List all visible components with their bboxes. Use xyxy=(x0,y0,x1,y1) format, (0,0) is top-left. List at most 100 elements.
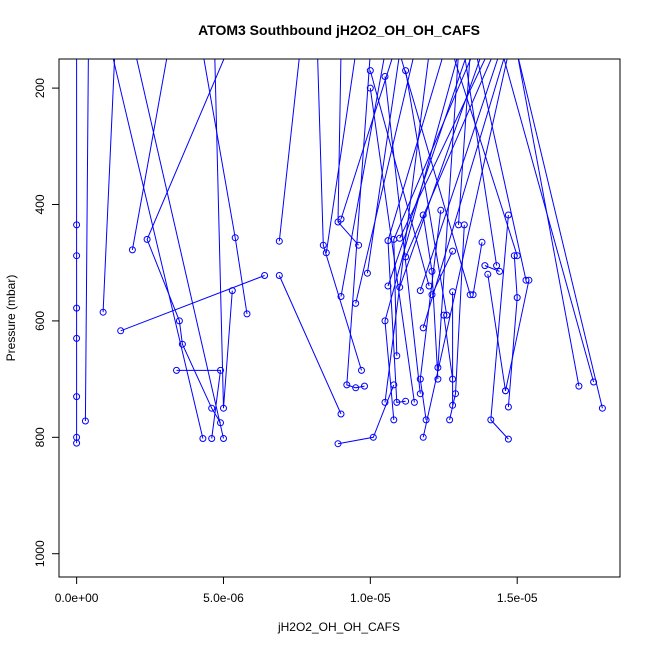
data-point-15-2 xyxy=(390,381,398,389)
series-line-24 xyxy=(384,59,458,420)
data-point-42-2 xyxy=(504,435,512,443)
series-line-8 xyxy=(203,59,248,314)
series-line-49 xyxy=(476,59,527,281)
series-line-3 xyxy=(131,59,168,250)
data-point-38-2 xyxy=(446,416,454,424)
data-point-43-0 xyxy=(510,252,518,260)
data-point-4-4 xyxy=(208,404,216,412)
data-point-28-1 xyxy=(396,234,404,242)
series-line-44 xyxy=(505,280,530,391)
series-line-48 xyxy=(464,59,498,266)
data-point-24-1 xyxy=(381,317,389,325)
series-line-27 xyxy=(399,59,481,288)
series-line-23 xyxy=(387,59,443,403)
data-point-3-1 xyxy=(128,246,136,254)
data-point-8-2 xyxy=(243,310,251,318)
data-point-19-1 xyxy=(337,215,345,223)
series-line-56 xyxy=(437,59,459,368)
series-line-39 xyxy=(472,242,483,295)
data-point-41-0 xyxy=(484,270,492,278)
data-point-38-1 xyxy=(452,390,459,398)
series-line-43 xyxy=(507,255,518,408)
series-line-36 xyxy=(443,315,454,380)
series-line-55 xyxy=(400,59,471,295)
data-point-33-2 xyxy=(434,375,442,383)
series-line-2 xyxy=(102,59,116,313)
data-point-30-1 xyxy=(416,287,424,295)
series-line-54 xyxy=(405,70,448,316)
series-line-18 xyxy=(340,59,385,297)
series-line-4 xyxy=(146,59,225,424)
data-point-15-0 xyxy=(334,440,342,448)
data-point-42-0 xyxy=(504,211,512,219)
series-lines xyxy=(76,59,603,445)
series-line-12 xyxy=(278,275,342,415)
series-line-38 xyxy=(449,224,465,421)
data-point-16-1 xyxy=(322,249,330,257)
series-line-25 xyxy=(387,59,466,287)
data-point-37-0 xyxy=(449,288,457,296)
data-point-33-1 xyxy=(428,267,436,275)
x-axis-label: jH2O2_OH_OH_CAFS xyxy=(277,620,400,634)
data-point-4-2 xyxy=(175,317,183,325)
series-line-31 xyxy=(422,59,505,329)
series-line-28 xyxy=(399,59,486,239)
data-point-56-1 xyxy=(434,364,442,371)
data-point-33-0 xyxy=(419,211,427,219)
data-point-23-2 xyxy=(393,398,401,406)
series-line-45 xyxy=(517,59,580,387)
x-tick-label-2: 1.0e-05 xyxy=(350,591,391,605)
series-line-17 xyxy=(346,59,371,389)
data-point-50-1 xyxy=(513,252,521,260)
x-tick-label-3: 1.5e-05 xyxy=(497,591,538,605)
data-point-26-2 xyxy=(393,352,401,360)
series-line-19 xyxy=(340,59,393,220)
series-line-22 xyxy=(384,59,429,403)
series-line-21 xyxy=(355,59,414,304)
data-point-43-2 xyxy=(504,403,512,411)
y-tick-label-2: 600 xyxy=(33,311,47,331)
data-point-29-1 xyxy=(402,253,410,261)
data-point-0-4 xyxy=(73,334,81,342)
y-tick-label-0: 200 xyxy=(33,78,47,98)
data-point-18-1 xyxy=(337,293,345,300)
y-axis-label: Pressure (mbar) xyxy=(4,275,18,362)
data-point-0-1 xyxy=(73,221,81,229)
series-line-51 xyxy=(369,88,415,403)
data-point-48-1 xyxy=(493,262,501,270)
series-line-29 xyxy=(405,59,492,258)
data-point-11-1 xyxy=(275,237,283,245)
data-point-32-1 xyxy=(419,433,427,441)
data-point-52-1 xyxy=(416,390,424,398)
series-line-1 xyxy=(84,59,89,422)
data-point-57-1 xyxy=(455,221,462,229)
data-point-42-1 xyxy=(487,416,495,424)
data-point-53-1 xyxy=(425,282,433,290)
data-point-43-1 xyxy=(513,294,521,302)
data-point-37-1 xyxy=(449,401,457,409)
series-line-16 xyxy=(325,59,356,253)
data-point-0-7 xyxy=(73,439,81,447)
data-point-44-0 xyxy=(525,276,533,284)
data-point-34-2 xyxy=(422,416,430,424)
data-point-14-2 xyxy=(358,366,365,374)
series-line-42 xyxy=(490,214,509,440)
data-point-55-1 xyxy=(466,291,474,299)
data-point-2-1 xyxy=(99,308,107,316)
data-point-0-3 xyxy=(73,304,81,312)
data-point-47-1 xyxy=(598,404,606,412)
data-point-9-1 xyxy=(199,435,207,442)
data-point-10-1 xyxy=(220,435,227,442)
data-point-5-0 xyxy=(117,327,125,335)
data-point-6-2 xyxy=(208,435,216,442)
data-point-20-1 xyxy=(363,269,371,277)
data-point-12-0 xyxy=(275,272,283,279)
data-point-4-5 xyxy=(217,419,224,427)
series-line-46 xyxy=(503,59,595,383)
y-tick-label-1: 400 xyxy=(33,194,47,214)
data-point-4-3 xyxy=(178,340,186,348)
data-point-1-1 xyxy=(81,417,89,425)
data-point-17-3 xyxy=(361,382,368,390)
series-line-33 xyxy=(422,214,439,380)
